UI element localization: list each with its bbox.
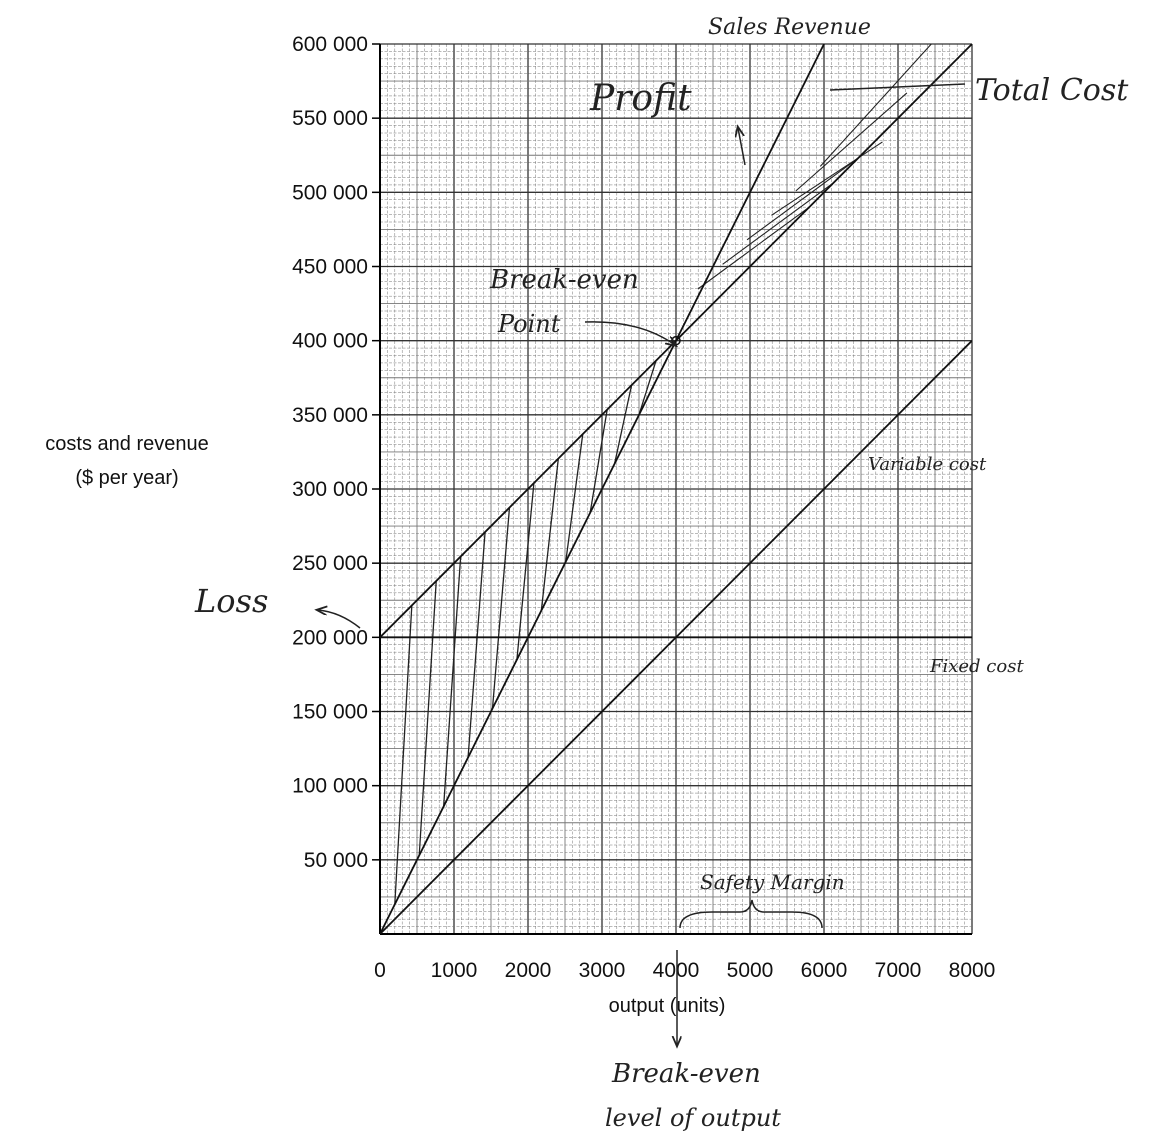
y-tick-label: 300 000 [292,478,368,501]
break-even-output-label-2: level of output [605,1104,781,1132]
x-axis-label: output (units) [609,995,726,1017]
total-cost-label: Total Cost [975,73,1129,108]
profit-hatch-stroke [771,141,883,216]
x-tick-label: 4000 [653,959,700,982]
loss-label: Loss [194,582,268,620]
break-even-point-arrow-icon [584,321,675,345]
y-tick-label: 150 000 [292,701,368,724]
y-tick-label: 500 000 [292,181,368,204]
tick-labels: 0 1000 2000 3000 4000 5000 6000 7000 8000 50 000 1… [292,33,995,982]
profit-hatch-stroke [722,182,834,265]
break-even-point-label-1: Break-even [489,265,639,295]
y-tick-label: 100 000 [292,775,368,798]
y-axis-label-line2: ($ per year) [75,467,178,489]
series-line [380,44,825,934]
sales-revenue-label: Sales Revenue [708,15,871,40]
loss-hatch-stroke [394,605,413,905]
y-tick-label: 350 000 [292,404,368,427]
fixed-cost-label: Fixed cost [929,656,1024,677]
x-tick-label: 2000 [505,959,552,982]
loss-hatch-stroke [516,483,535,660]
y-tick-label: 550 000 [292,107,368,130]
shading-hatch [394,43,932,905]
profit-hatch-stroke [697,206,810,290]
total-cost-pointer-icon [829,83,966,91]
loss-hatch-stroke [442,556,462,807]
loss-arrow-icon [318,610,361,629]
profit-hatch-stroke [795,92,908,192]
x-tick-label: 6000 [801,959,848,982]
x-tick-label: 3000 [579,959,626,982]
safety-margin-label: Safety Margin [700,870,845,894]
loss-hatch-stroke [638,360,657,416]
loss-hatch-stroke [565,434,584,562]
x-tick-label: 5000 [727,959,774,982]
variable-cost-label: Variable cost [868,454,987,475]
loss-hatch-stroke [589,409,608,513]
y-tick-label: 450 000 [292,256,368,279]
y-tick-label: 200 000 [292,626,368,649]
y-tick-label: 400 000 [292,330,368,353]
x-tick-label: 7000 [875,959,922,982]
y-tick-label: 250 000 [292,552,368,575]
safety-margin-brace-icon [679,899,823,929]
break-even-output-label-1: Break-even [611,1059,761,1089]
loss-hatch-stroke [540,458,559,611]
loss-hatch-stroke [418,580,437,856]
y-tick-label: 50 000 [304,849,368,872]
profit-hatch-stroke [746,157,859,241]
profit-arrow-icon [738,128,746,166]
x-tick-label: 8000 [949,959,996,982]
break-even-point-label-2: Point [497,310,561,338]
loss-hatch-stroke [613,385,633,464]
loss-hatch-stroke [467,531,486,758]
profit-hatch-stroke [819,43,932,167]
loss-hatch-stroke [491,507,511,709]
x-tick-label: 0 [374,959,386,982]
x-tick-label: 1000 [431,959,478,982]
annotation-strokes [318,83,966,1045]
y-axis-label-line1: costs and revenue [45,433,208,455]
profit-label: Profit [589,78,692,119]
y-tick-label: 600 000 [292,33,368,56]
grid-lines [379,43,973,935]
